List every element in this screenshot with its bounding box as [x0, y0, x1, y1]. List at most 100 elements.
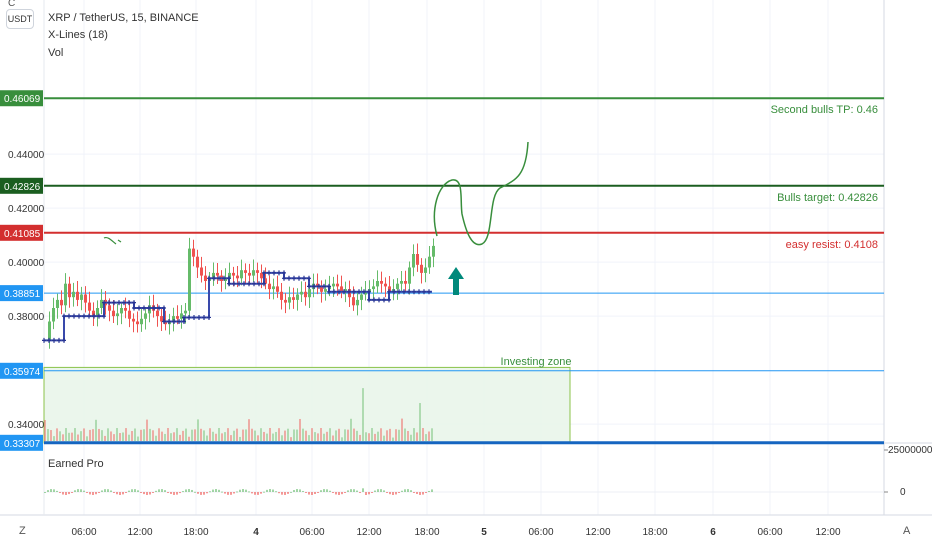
xlines-marker: [107, 300, 111, 306]
earned-pro-bar: [401, 490, 403, 492]
earned-pro-bar: [248, 491, 250, 493]
earned-pro-bar: [53, 489, 55, 492]
x-axis-tick-label: 18:00: [414, 527, 439, 538]
xlines-marker: [352, 289, 356, 295]
volume-bar: [206, 435, 208, 441]
xlines-marker: [122, 300, 126, 306]
earned-pro-bar: [95, 492, 97, 495]
earned-pro-bar: [353, 489, 355, 492]
volume-bar: [44, 420, 46, 441]
earned-pro-bar: [332, 492, 334, 493]
earned-pro-bar: [104, 489, 106, 492]
price-badge[interactable]: [0, 362, 43, 379]
earned-pro-bar: [83, 490, 85, 492]
price-badge[interactable]: [0, 224, 43, 241]
earned-pro-bar: [305, 492, 307, 493]
earned-pro-bar: [137, 490, 139, 492]
candle-body: [260, 272, 263, 279]
candle-body: [400, 281, 403, 284]
x-axis-tick-label: 06:00: [528, 527, 553, 538]
xlines-marker: [67, 313, 71, 319]
earned-pro-bar: [134, 489, 136, 492]
volume-bar: [233, 430, 235, 441]
xlines-marker: [202, 314, 206, 320]
investing-zone-rect: [43, 366, 571, 444]
earned-pro-bar: [116, 492, 118, 495]
volume-bar: [71, 432, 73, 441]
x-axis-tick-label: 4: [253, 527, 259, 538]
xlines-marker: [72, 313, 76, 319]
earned-pro-bar: [251, 492, 253, 494]
volume-bar: [290, 437, 292, 441]
currency-button[interactable]: USDT: [6, 9, 34, 29]
indicator-vol-label[interactable]: Vol: [48, 47, 64, 59]
earned-pro-bar: [428, 490, 430, 492]
volume-bar: [68, 432, 70, 441]
volume-bar: [179, 434, 181, 441]
volume-bar: [428, 431, 430, 441]
candle-body: [248, 272, 251, 276]
volume-bar: [401, 418, 403, 441]
earned-pro-bar: [431, 489, 433, 492]
volume-bar: [251, 428, 253, 441]
candle-body: [236, 275, 239, 279]
volume-bar: [77, 434, 79, 441]
xlines-marker: [262, 270, 266, 276]
earned-pro-bar: [299, 489, 301, 492]
earned-pro-bar: [374, 490, 376, 492]
earned-pro-bar: [287, 492, 289, 494]
earned-pro-bar: [125, 492, 127, 493]
candle-body: [96, 308, 99, 317]
reset-zoom-button[interactable]: Z: [19, 525, 26, 537]
earned-pro-bar: [98, 492, 100, 493]
price-badge[interactable]: [0, 90, 43, 107]
price-badge-label: 0.41085: [4, 229, 41, 240]
symbol-title: XRP / TetherUS, 15, BINANCE: [48, 12, 199, 24]
earned-pro-bar: [131, 489, 133, 492]
volume-bar: [119, 432, 121, 441]
earned-pro-bar: [383, 490, 385, 492]
xlines-marker: [422, 289, 426, 295]
candle-body: [428, 256, 431, 268]
volume-bar: [383, 435, 385, 441]
volume-bar: [362, 388, 364, 441]
xlines-marker: [327, 283, 331, 289]
price-badge[interactable]: [0, 434, 43, 451]
volume-bar: [209, 428, 211, 441]
x-axis-tick-label: 12:00: [356, 527, 381, 538]
y-axis-tick-label: 0.34000: [8, 420, 45, 431]
volume-bar: [98, 428, 100, 441]
x-axis-tick-label: 06:00: [71, 527, 96, 538]
earned-pro-bar: [230, 492, 232, 495]
candle-body: [52, 308, 55, 322]
earned-pro-bar: [143, 492, 145, 495]
volume-bar: [389, 428, 391, 441]
candle-body: [360, 294, 363, 300]
subpanel-tick-label: 0: [900, 487, 906, 498]
candle-body: [372, 286, 375, 290]
volume-bar: [152, 430, 154, 441]
earned-pro-bar: [242, 489, 244, 492]
up-arrow-icon[interactable]: [448, 267, 464, 295]
earned-pro-bar: [212, 489, 214, 492]
price-badge[interactable]: [0, 285, 43, 302]
drawn-projection-curve[interactable]: [433, 141, 529, 246]
volume-bar: [134, 428, 136, 441]
volume-bar: [278, 428, 280, 441]
auto-scale-button[interactable]: A: [903, 525, 911, 537]
volume-bar: [311, 428, 313, 441]
earned-pro-bar: [341, 492, 343, 495]
earned-pro-bar: [365, 492, 367, 495]
indicator-xlines-label[interactable]: X-Lines (18): [48, 29, 108, 41]
earned-pro-bar: [218, 489, 220, 492]
xlines-marker: [357, 289, 361, 295]
price-badge[interactable]: [0, 177, 43, 194]
candle-body: [192, 248, 195, 257]
earned-pro-bar: [371, 492, 373, 493]
earned-pro-bar: [227, 492, 229, 495]
xlines-marker: [307, 283, 311, 289]
xlines-marker: [207, 314, 211, 320]
volume-bar: [320, 428, 322, 441]
drawn-mark[interactable]: [103, 236, 122, 245]
